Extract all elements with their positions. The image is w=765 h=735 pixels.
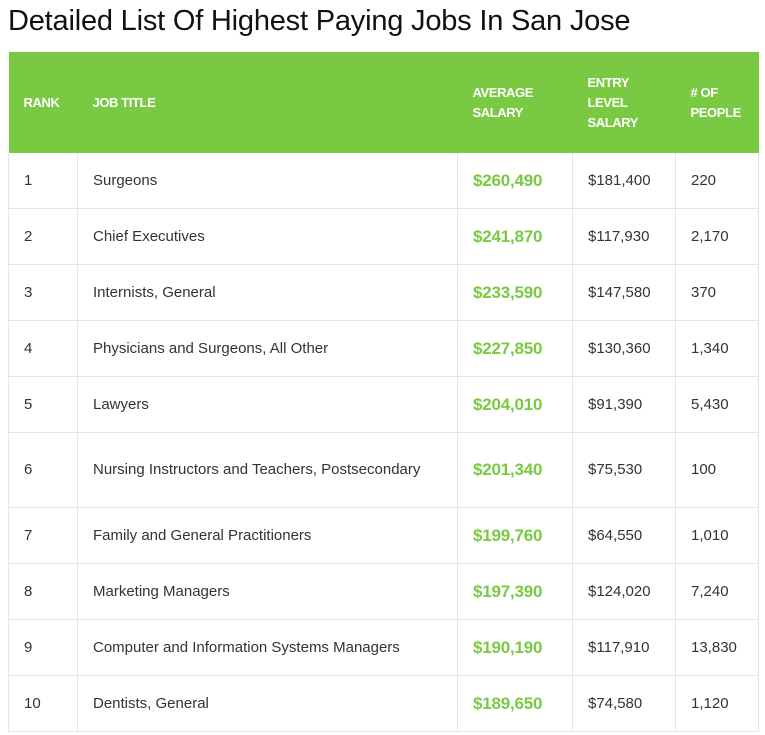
table-row: 8 Marketing Managers $197,390 $124,020 7,240 (8, 563, 759, 620)
entry-level-salary-cell: $117,930 (572, 208, 676, 265)
column-header-rank[interactable]: RANK (8, 52, 78, 153)
num-people-cell: 1,120 (675, 675, 759, 732)
rank-cell: 8 (8, 563, 78, 620)
entry-level-salary-cell: $74,580 (572, 675, 676, 732)
table-row: 6 Nursing Instructors and Teachers, Posts… (8, 432, 759, 508)
table-row: 9 Computer and Information Systems Manage… (8, 619, 759, 676)
average-salary-cell: $199,760 (457, 507, 573, 564)
entry-level-salary-cell: $91,390 (572, 376, 676, 433)
average-salary-cell: $190,190 (457, 619, 573, 676)
table-header-row: RANK JOB TITLE AVERAGE SALARY ENTRY LEVE… (8, 52, 759, 153)
rank-cell: 9 (8, 619, 78, 676)
entry-level-salary-cell: $124,020 (572, 563, 676, 620)
average-salary-cell: $201,340 (457, 432, 573, 508)
job-title-cell: Computer and Information Systems Manager… (77, 619, 458, 676)
rank-cell: 6 (8, 432, 78, 508)
entry-level-salary-cell: $147,580 (572, 264, 676, 321)
job-title-cell: Nursing Instructors and Teachers, Postse… (77, 432, 458, 508)
entry-level-salary-cell: $117,910 (572, 619, 676, 676)
num-people-cell: 1,340 (675, 320, 759, 377)
column-header-job-title[interactable]: JOB TITLE (77, 52, 458, 153)
table-body: 1 Surgeons $260,490 $181,400 220 2 Chief Execu… (8, 153, 759, 732)
rank-cell: 1 (8, 153, 78, 209)
column-header-num-people[interactable]: # OF PEOPLE (675, 52, 759, 153)
rank-cell: 10 (8, 675, 78, 732)
rank-cell: 2 (8, 208, 78, 265)
table-row: 10 Dentists, General $189,650 $74,580 1,120 (8, 675, 759, 732)
job-title-cell: Lawyers (77, 376, 458, 433)
rank-cell: 7 (8, 507, 78, 564)
rank-cell: 4 (8, 320, 78, 377)
num-people-cell: 13,830 (675, 619, 759, 676)
column-header-average-salary[interactable]: AVERAGE SALARY (457, 52, 573, 153)
salary-table: RANK JOB TITLE AVERAGE SALARY ENTRY LEVE… (8, 52, 759, 732)
average-salary-cell: $233,590 (457, 264, 573, 321)
table-row: 5 Lawyers $204,010 $91,390 5,430 (8, 376, 759, 433)
num-people-cell: 7,240 (675, 563, 759, 620)
job-title-cell: Physicians and Surgeons, All Other (77, 320, 458, 377)
job-title-cell: Internists, General (77, 264, 458, 321)
job-title-cell: Surgeons (77, 153, 458, 209)
page-title: Detailed List Of Highest Paying Jobs In … (8, 5, 631, 37)
average-salary-cell: $197,390 (457, 563, 573, 620)
table-row: 4 Physicians and Surgeons, All Other $227,… (8, 320, 759, 377)
job-title-cell: Chief Executives (77, 208, 458, 265)
table-row: 7 Family and General Practitioners $199,76… (8, 507, 759, 564)
num-people-cell: 1,010 (675, 507, 759, 564)
table-row: 1 Surgeons $260,490 $181,400 220 (8, 153, 759, 209)
average-salary-cell: $227,850 (457, 320, 573, 377)
table-header: RANK JOB TITLE AVERAGE SALARY ENTRY LEVE… (8, 52, 759, 153)
entry-level-salary-cell: $75,530 (572, 432, 676, 508)
average-salary-cell: $241,870 (457, 208, 573, 265)
rank-cell: 5 (8, 376, 78, 433)
num-people-cell: 370 (675, 264, 759, 321)
rank-cell: 3 (8, 264, 78, 321)
column-header-entry-level-salary[interactable]: ENTRY LEVEL SALARY (572, 52, 676, 153)
num-people-cell: 100 (675, 432, 759, 508)
average-salary-cell: $260,490 (457, 153, 573, 209)
num-people-cell: 2,170 (675, 208, 759, 265)
job-title-cell: Marketing Managers (77, 563, 458, 620)
num-people-cell: 5,430 (675, 376, 759, 433)
entry-level-salary-cell: $130,360 (572, 320, 676, 377)
entry-level-salary-cell: $64,550 (572, 507, 676, 564)
average-salary-cell: $189,650 (457, 675, 573, 732)
average-salary-cell: $204,010 (457, 376, 573, 433)
num-people-cell: 220 (675, 153, 759, 209)
job-title-cell: Family and General Practitioners (77, 507, 458, 564)
table-row: 3 Internists, General $233,590 $147,580 370 (8, 264, 759, 321)
job-title-cell: Dentists, General (77, 675, 458, 732)
table-row: 2 Chief Executives $241,870 $117,930 2,170 (8, 208, 759, 265)
entry-level-salary-cell: $181,400 (572, 153, 676, 209)
